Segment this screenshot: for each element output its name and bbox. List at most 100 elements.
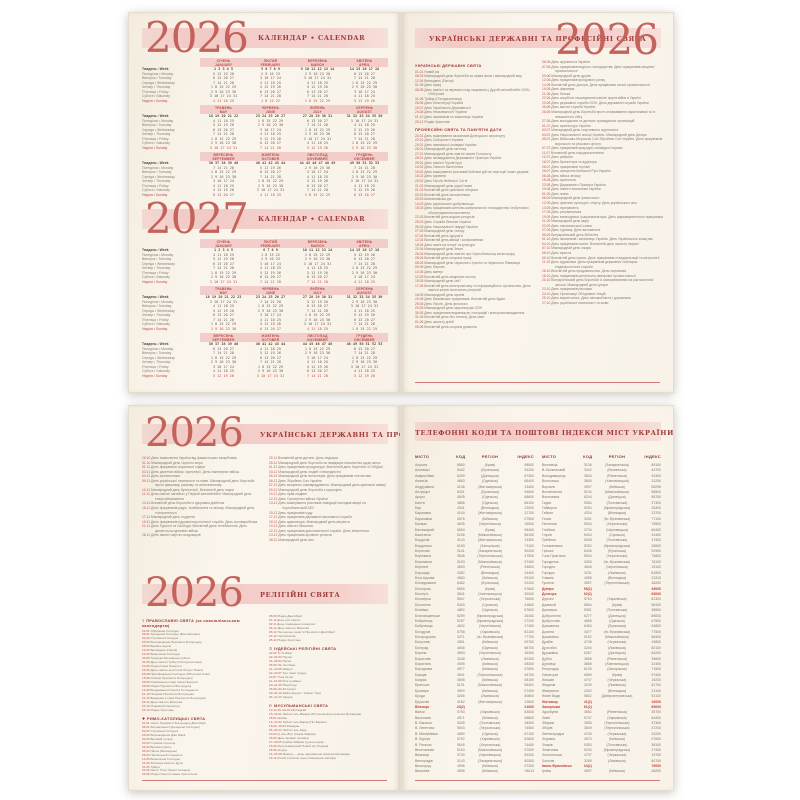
holiday-text: Страсна п'ятниця (149, 740, 176, 745)
holiday-text: День пам'яті загиблих у Першій світовій … (149, 492, 252, 501)
holiday-entry: 20–21.09 Йом-Кіпур (269, 683, 390, 688)
holiday-entry: 31.05 Трійця (142, 765, 263, 770)
holiday-text: День працівників гідрометеорологічної сл… (150, 519, 258, 524)
holiday-text: День працівників реклами (550, 287, 592, 292)
weekday-label: Четвер • Thursday (142, 360, 171, 364)
table-cell: (Житомирська) (477, 484, 502, 489)
day-numbers: 4 11 18 25 (259, 317, 282, 322)
table-cell: (Луганська) (480, 489, 500, 494)
table-row: Диканька 5351 (Полтавська) 38500 (542, 608, 661, 613)
holiday-entry: 15.07 День Української Державності (415, 106, 536, 111)
table-cell: 19700 (651, 753, 661, 758)
holiday-date: 17.09 (542, 210, 551, 215)
table-cell: 64400 (651, 715, 661, 720)
weekday-row: Субота • Saturday 1 8 15 22 29 5 12 19 26 3… (142, 322, 388, 327)
holiday-date: 06.12 (269, 625, 277, 630)
holiday-text: День вшанування учасників бойових дій на… (423, 169, 529, 174)
holiday-entry: 28.12 Міжнародний день кіно (269, 538, 390, 543)
month-name-en: MARCH (310, 62, 325, 67)
holiday-date: 15.03 (415, 206, 424, 211)
week-label: Тиждень • Week (142, 342, 169, 346)
day-numbers: 6 13 20 27 (306, 275, 329, 279)
table-cell: (Київська) (481, 764, 498, 768)
table-row: Дружківка 6267 (Донецька) 84200 (542, 651, 661, 656)
table-cell: Здолбунів (542, 710, 559, 715)
day-numbers: 6 13 20 27 (306, 369, 329, 373)
weekday-row: Понеділок • Monday 7 14 21 28 5 12 19 26 2 … (142, 166, 388, 171)
table-cell: 32400 (651, 661, 661, 666)
month-name: СІЧЕНЬ JANUARY (200, 58, 247, 67)
weekday-label: Неділя • Sunday (142, 192, 168, 197)
holiday-date: 29.01 (415, 160, 424, 165)
day-numbers: 7 14 21 28 (306, 279, 329, 284)
month-name-ua: БЕРЕЗЕНЬ (307, 239, 328, 244)
holiday-text: Міжнародний день лікаря (550, 246, 591, 251)
day-numbers: 5 12 19 26 (306, 85, 329, 89)
day-numbers: 1 8 15 22 29 (210, 136, 237, 141)
day-numbers: 7 14 21 28 (212, 266, 235, 270)
day-numbers: 2 9 16 23 30 (210, 141, 237, 145)
holiday-entry: 01.10 День захисників і захисниць Україн… (542, 237, 663, 242)
month-name-ua: ЛЮТИЙ (263, 239, 278, 244)
weekday-label: Неділя • Sunday (142, 279, 168, 284)
table-cell: (Кіровоградська) (476, 618, 504, 623)
holiday-date: 07.10 (542, 246, 551, 251)
weekday-row: Четвер • Thursday 6 13 20 27 3 10 17 24 1 8… (142, 313, 388, 318)
month-header-row: ТРАВЕНЬ MAY ЧЕРВЕНЬ JUNE ЛИПЕНЬ JULY СЕРПЕНЬ AU… (142, 105, 388, 114)
day-numbers: 1 8 15 22 29 (351, 80, 378, 85)
holiday-date: 23.07 (269, 674, 277, 679)
religious-header: 2026 РЕЛІГІЙНІ СВЯТА (142, 573, 388, 613)
weekday-row: Субота • Saturday 2 9 16 23 30 6 13 20 27 6… (142, 275, 388, 280)
week-numbers: 27 28 29 30 31 (302, 114, 333, 118)
holiday-text: День архітектури України (550, 123, 591, 128)
table-cell: 3239 (583, 683, 592, 688)
day-numbers: 1 8 15 22 29 (304, 313, 331, 317)
day-numbers: 4 11 18 25 (306, 141, 329, 145)
table-cell: В. Лепетиха (415, 726, 435, 731)
holiday-entry: 08.09 Різдво Пресвятої Богородиці (142, 684, 263, 689)
table-cell: 5259 (456, 613, 465, 618)
table-row: Гребінка 5348 (Полтавська) 37400 (542, 538, 661, 543)
table-row: Арциз 4845 (Одеська) 68600 (415, 495, 534, 500)
holiday-entry: 27.10 День української писемності та мов… (542, 301, 663, 306)
table-cell: 57400 (524, 559, 534, 564)
table-cell: Гірське (542, 549, 554, 553)
table-cell: 71100 (524, 543, 534, 548)
holiday-date: 24–25.08 (269, 751, 282, 756)
holiday-text: День археолога (550, 178, 576, 183)
holiday-date: 24.01 (415, 142, 424, 147)
day-numbers: 5 12 19 26 (353, 313, 376, 317)
month-name: ВЕРЕСЕНЬ SEPTEMBER (200, 333, 247, 342)
holiday-date: 08.12 (269, 629, 277, 634)
table-cell: (Черкаська) (607, 678, 627, 682)
table-cell: 4334 (583, 511, 592, 516)
month-name-ua: ЛИПЕНЬ (309, 105, 326, 110)
table-cell: 5752 (456, 737, 465, 742)
holidays-columns: УКРАЇНСЬКІ ДЕРЖАВНІ СВЯТА 01.01 Новий рік… (415, 60, 663, 366)
table-row: Городенка 3430 (Ів.-Франківська) 78100 (542, 560, 661, 565)
weekday-row: Субота • Saturday 5 12 19 26 3 10 17 24 31… (142, 188, 388, 193)
week-numbers: 36 37 38 39 40 (208, 161, 239, 165)
weekday-row: Понеділок • Monday 5 12 19 26 2 9 16 23 2 9… (142, 72, 388, 77)
weekday-row: П'ятниця • Friday 1 8 15 22 29 5 12 19 26 3… (142, 137, 388, 142)
table-cell: Жовті Води (542, 694, 561, 699)
day-numbers: 2 9 16 23 30 (304, 257, 331, 261)
table-cell: (Черкаська) (607, 640, 627, 645)
table-cell: Богородчани (415, 635, 436, 639)
month-name-ua: СІЧЕНЬ (216, 239, 231, 244)
day-numbers: 1 8 15 22 29 (257, 364, 284, 369)
table-row: Борислав 3248 (Львівська) 82300 (415, 657, 534, 662)
table-cell: 07600 (651, 737, 661, 742)
table-row: Бобровиця 4632 (Чернігівська) 17400 (415, 624, 534, 629)
spread-calendar-and-holidays: 2026 КАЛЕНДАР • CALENDAR СІЧЕНЬ JANUARY ЛЮ… (128, 12, 674, 393)
holiday-date: 02.04 (142, 736, 150, 741)
table-cell: 56(2) (583, 586, 592, 591)
holiday-date: 16.11 (142, 506, 151, 511)
table-cell: 56400 (651, 635, 661, 639)
table-row: Жидачів 3239 (Львівська) 81700 (542, 683, 661, 688)
day-numbers: 3 10 17 24 31 (350, 179, 379, 183)
holiday-entry: 21.06 День батька (542, 92, 663, 97)
holiday-date: 14.11 (142, 501, 151, 506)
holiday-entry: 06.01 Богоявлення (Хрещення Господнє) (142, 725, 263, 730)
holiday-text: Лейлят аль-Кадр (281, 727, 307, 732)
